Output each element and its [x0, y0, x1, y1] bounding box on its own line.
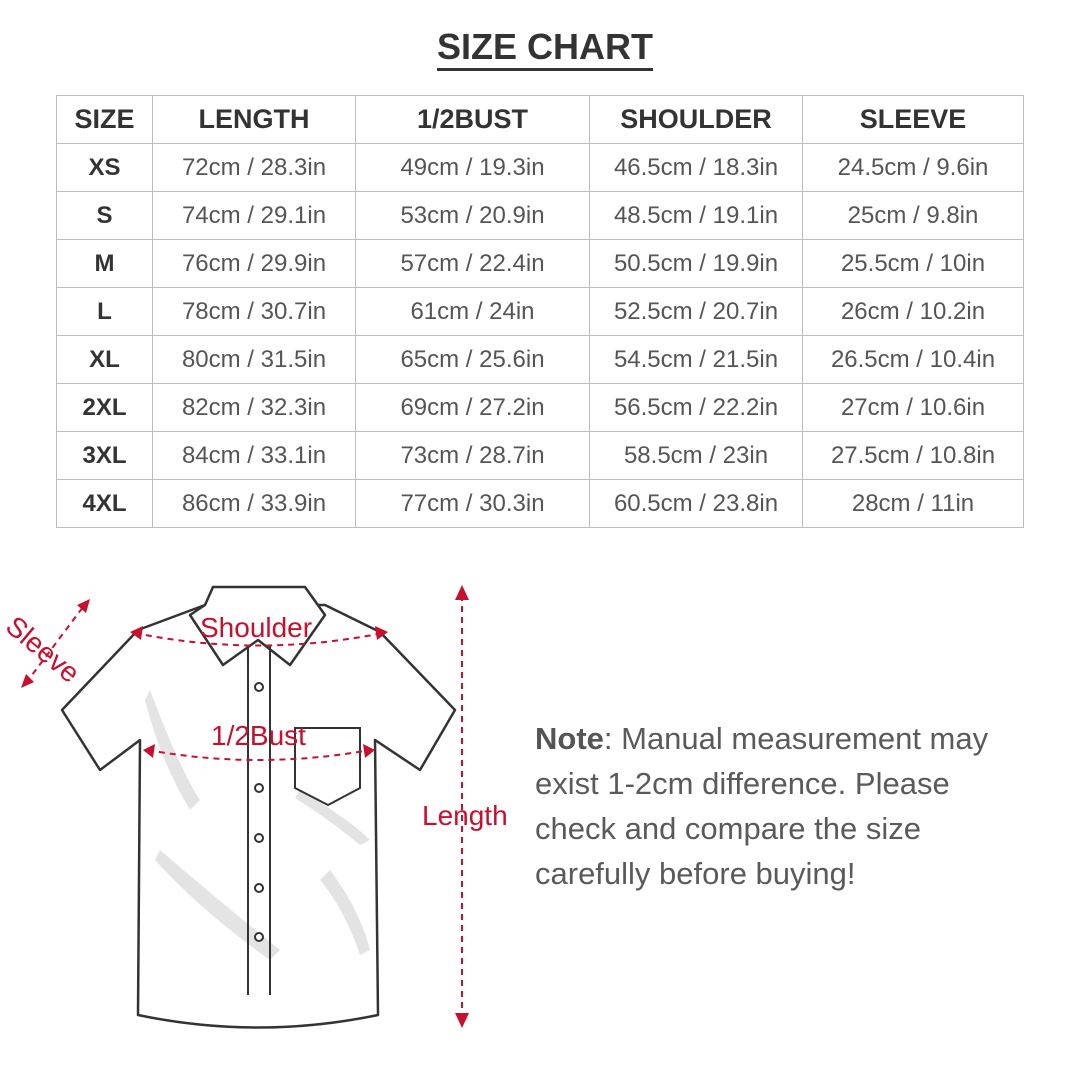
- measurement-cell: 80cm / 31.5in: [152, 335, 356, 384]
- measurement-cell: 72cm / 28.3in: [152, 143, 356, 192]
- arrow-down-icon: [455, 1013, 469, 1028]
- size-cell: 2XL: [56, 383, 153, 432]
- measurement-cell: 58.5cm / 23in: [589, 431, 803, 480]
- measurement-cell: 49cm / 19.3in: [355, 143, 590, 192]
- measurement-cell: 86cm / 33.9in: [152, 479, 356, 528]
- measurement-cell: 25cm / 9.8in: [802, 191, 1024, 240]
- button: [254, 883, 264, 893]
- table-row: 3XL 84cm / 33.1in 73cm / 28.7in 58.5cm / 23…: [56, 431, 1024, 480]
- bust-label: 1/2Bust: [211, 720, 306, 751]
- measurement-cell: 24.5cm / 9.6in: [802, 143, 1024, 192]
- measurement-cell: 27.5cm / 10.8in: [802, 431, 1024, 480]
- length-label: Length: [422, 800, 508, 831]
- size-table: SIZE LENGTH 1/2BUST SHOULDER SLEEVE XS 72cm /…: [56, 95, 1024, 528]
- table-row: XL 80cm / 31.5in 65cm / 25.6in 54.5cm / 21.…: [56, 335, 1024, 384]
- shoulder-label: Shoulder: [200, 612, 313, 643]
- column-header: SLEEVE: [802, 95, 1024, 144]
- measurement-cell: 84cm / 33.1in: [152, 431, 356, 480]
- table-row: XS 72cm / 28.3in 49cm / 19.3in 46.5cm / 18.…: [56, 143, 1024, 192]
- measurement-cell: 28cm / 11in: [802, 479, 1024, 528]
- measurement-cell: 65cm / 25.6in: [355, 335, 590, 384]
- size-cell: S: [56, 191, 153, 240]
- table-row: 4XL 86cm / 33.9in 77cm / 30.3in 60.5cm / 23…: [56, 479, 1024, 528]
- size-cell: XL: [56, 335, 153, 384]
- measurement-cell: 50.5cm / 19.9in: [589, 239, 803, 288]
- measurement-cell: 61cm / 24in: [355, 287, 590, 336]
- column-header: SHOULDER: [589, 95, 803, 144]
- table-row: L 78cm / 30.7in 61cm / 24in 52.5cm / 20.7in…: [56, 287, 1024, 336]
- measurement-cell: 56.5cm / 22.2in: [589, 383, 803, 432]
- button: [254, 783, 264, 793]
- measurement-cell: 69cm / 27.2in: [355, 383, 590, 432]
- column-header: SIZE: [56, 95, 153, 144]
- column-header: 1/2BUST: [355, 95, 590, 144]
- measurement-cell: 82cm / 32.3in: [152, 383, 356, 432]
- measurement-cell: 54.5cm / 21.5in: [589, 335, 803, 384]
- measurement-cell: 57cm / 22.4in: [355, 239, 590, 288]
- table-header-row: SIZE LENGTH 1/2BUST SHOULDER SLEEVE: [56, 95, 1024, 144]
- size-cell: 4XL: [56, 479, 153, 528]
- measurement-cell: 52.5cm / 20.7in: [589, 287, 803, 336]
- shirt-body: [60, 603, 457, 1029]
- arrow-up-icon: [455, 585, 469, 600]
- button: [254, 833, 264, 843]
- size-cell: XS: [56, 143, 153, 192]
- measurement-cell: 48.5cm / 19.1in: [589, 191, 803, 240]
- table-body: XS 72cm / 28.3in 49cm / 19.3in 46.5cm / 18.…: [56, 143, 1024, 528]
- table-row: S 74cm / 29.1in 53cm / 20.9in 48.5cm / 19.1…: [56, 191, 1024, 240]
- size-cell: M: [56, 239, 153, 288]
- measurement-cell: 73cm / 28.7in: [355, 431, 590, 480]
- measurement-cell: 74cm / 29.1in: [152, 191, 356, 240]
- measurement-cell: 78cm / 30.7in: [152, 287, 356, 336]
- note-text: Note: Manual measurement may exist 1-2cm…: [535, 721, 989, 891]
- measurement-cell: 53cm / 20.9in: [355, 191, 590, 240]
- measurement-cell: 46.5cm / 18.3in: [589, 143, 803, 192]
- size-cell: 3XL: [56, 431, 153, 480]
- button: [254, 932, 264, 942]
- button: [254, 682, 264, 692]
- measurement-cell: 25.5cm / 10in: [802, 239, 1024, 288]
- shirt-diagram: [21, 585, 469, 1029]
- measurement-cell: 60.5cm / 23.8in: [589, 479, 803, 528]
- measurement-cell: 76cm / 29.9in: [152, 239, 356, 288]
- measurement-cell: 26.5cm / 10.4in: [802, 335, 1024, 384]
- size-cell: L: [56, 287, 153, 336]
- table-row: 2XL 82cm / 32.3in 69cm / 27.2in 56.5cm / 22…: [56, 383, 1024, 432]
- measurement-cell: 26cm / 10.2in: [802, 287, 1024, 336]
- shirt-pocket: [294, 727, 361, 807]
- column-header: LENGTH: [152, 95, 356, 144]
- table-row: M 76cm / 29.9in 57cm / 22.4in 50.5cm / 19.9…: [56, 239, 1024, 288]
- page-title: SIZE CHART: [0, 26, 1080, 71]
- measurement-cell: 27cm / 10.6in: [802, 383, 1024, 432]
- measurement-cell: 77cm / 30.3in: [355, 479, 590, 528]
